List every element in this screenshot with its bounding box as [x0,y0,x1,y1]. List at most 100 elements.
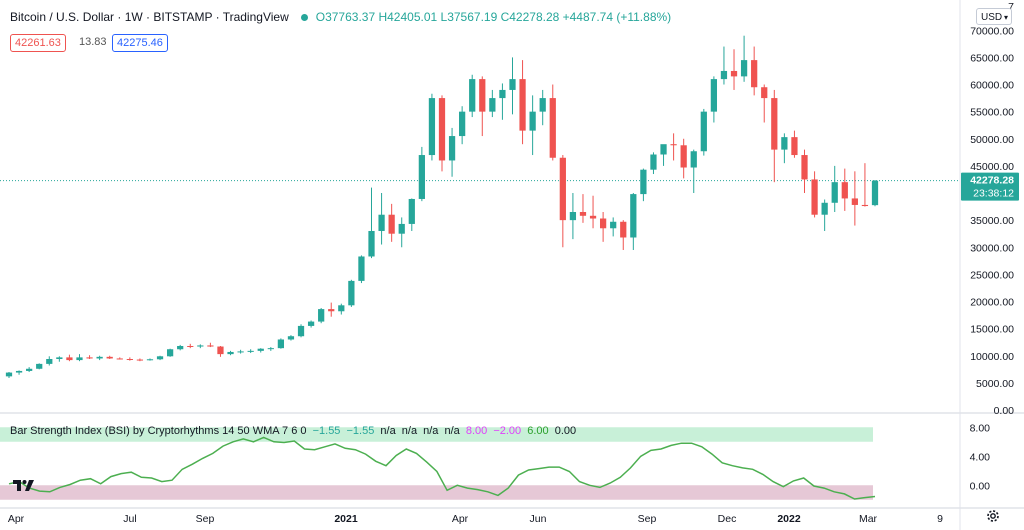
candle[interactable] [620,220,627,250]
candle[interactable] [156,355,164,361]
candle[interactable] [146,358,154,361]
candle[interactable] [398,217,405,248]
candle[interactable] [489,89,496,118]
candle[interactable] [599,212,607,242]
candle[interactable] [358,255,365,284]
candle[interactable] [700,108,707,156]
candle[interactable] [46,356,53,366]
candle[interactable] [166,348,174,357]
candle[interactable] [519,60,526,145]
candle[interactable] [589,195,597,229]
candle[interactable] [26,367,33,373]
candle[interactable] [720,46,728,85]
candle[interactable] [761,84,768,123]
candle[interactable] [640,168,647,202]
candle[interactable] [871,179,879,207]
candle[interactable] [479,76,486,137]
symbol-header: Bitcoin / U.S. Dollar · 1W · BITSTAMP · … [10,10,671,24]
candle[interactable] [801,149,808,194]
candle[interactable] [116,357,123,360]
candle[interactable] [740,35,748,82]
candle[interactable] [66,354,73,362]
candle[interactable] [267,347,274,351]
candle[interactable] [56,356,63,362]
candle[interactable] [237,349,244,354]
candle[interactable] [710,76,718,123]
candle[interactable] [469,74,476,118]
candle[interactable] [418,146,425,202]
candle[interactable] [227,350,234,356]
candle[interactable] [851,171,858,226]
bid-price-button[interactable]: 42261.63 [10,34,66,52]
candle[interactable] [670,133,677,161]
candle[interactable] [86,355,93,360]
candle[interactable] [821,199,828,231]
candle[interactable] [287,335,295,341]
candle[interactable] [36,363,43,370]
candle[interactable] [247,349,254,354]
candle[interactable] [690,149,697,194]
candle[interactable] [781,133,788,164]
price-axis-label: 55000.00 [970,107,1014,119]
price-axis-label: 50000.00 [970,134,1014,146]
candle[interactable] [569,193,577,240]
candle[interactable] [861,163,869,207]
candle[interactable] [549,84,556,161]
candle[interactable] [106,355,113,360]
candle[interactable] [791,130,798,158]
candle[interactable] [529,95,536,156]
candle[interactable] [438,95,446,172]
indicator-legend[interactable]: Bar Strength Index (BSI) by Cryptorhythm… [10,425,579,437]
currency-selector[interactable]: USD ▾ [976,8,1012,25]
candle[interactable] [307,320,315,328]
candle[interactable] [680,138,687,179]
candle[interactable] [841,168,848,211]
candle[interactable] [650,152,657,175]
candle[interactable] [96,355,103,361]
price-axis-label: 10000.00 [970,351,1014,363]
candle[interactable] [559,155,566,248]
candle[interactable] [15,370,23,375]
candle[interactable] [348,279,355,307]
candle[interactable] [509,57,516,115]
candle[interactable] [136,358,144,362]
candle[interactable] [177,344,184,351]
candle[interactable] [328,302,335,317]
candle[interactable] [368,187,375,259]
candle[interactable] [610,217,617,237]
candle[interactable] [630,193,637,250]
candle[interactable] [197,344,204,349]
candle[interactable] [579,194,587,223]
tradingview-logo-icon[interactable] [12,478,36,494]
candle[interactable] [448,127,456,177]
candle[interactable] [771,89,778,183]
candle[interactable] [126,357,133,361]
candle[interactable] [428,93,436,161]
candle[interactable] [660,144,667,166]
settings-gear-icon[interactable] [985,508,1001,524]
candle[interactable] [207,342,214,348]
candle[interactable] [388,203,395,242]
candle[interactable] [277,338,285,349]
candle[interactable] [318,308,325,324]
candle[interactable] [297,324,305,338]
candle[interactable] [499,83,506,120]
candle[interactable] [5,372,13,378]
candle[interactable] [408,198,415,231]
candle[interactable] [257,348,264,353]
candle[interactable] [217,345,224,357]
ask-price-button[interactable]: 42275.46 [112,34,168,52]
candle[interactable] [187,343,194,349]
candle[interactable] [831,165,838,212]
candle[interactable] [76,354,83,362]
candle[interactable] [730,49,738,90]
time-axis-label: Apr [8,513,25,525]
candle[interactable] [539,89,546,126]
candle[interactable] [459,106,466,145]
candle[interactable] [378,193,385,245]
symbol-title[interactable]: Bitcoin / U.S. Dollar · 1W · BITSTAMP · … [10,10,289,24]
candle[interactable] [338,303,345,315]
candle[interactable] [751,46,758,96]
candle[interactable] [811,171,818,218]
